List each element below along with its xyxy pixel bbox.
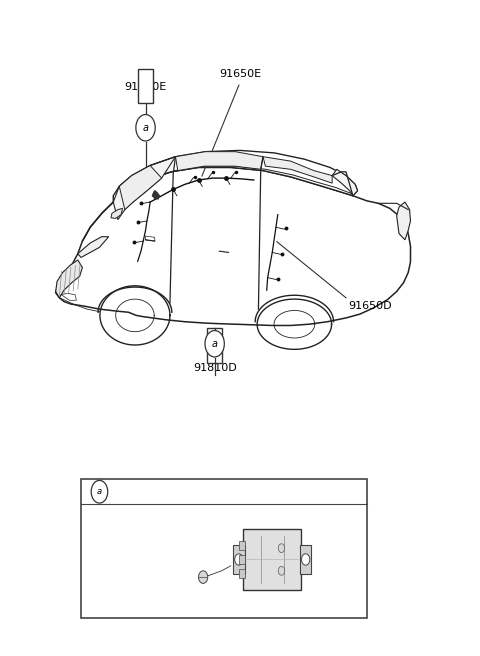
Polygon shape xyxy=(153,191,159,199)
Circle shape xyxy=(278,566,285,575)
FancyBboxPatch shape xyxy=(243,529,301,590)
Polygon shape xyxy=(78,237,108,257)
Text: a: a xyxy=(143,123,148,133)
Circle shape xyxy=(278,544,285,552)
Text: 91810E: 91810E xyxy=(124,82,167,92)
FancyBboxPatch shape xyxy=(239,555,245,564)
Polygon shape xyxy=(119,165,162,210)
Text: 96301A: 96301A xyxy=(108,553,146,563)
FancyBboxPatch shape xyxy=(233,545,245,573)
Polygon shape xyxy=(113,157,176,220)
Text: 91650E: 91650E xyxy=(219,70,261,79)
Text: a: a xyxy=(212,338,217,349)
Polygon shape xyxy=(113,150,358,202)
Text: 91650D: 91650D xyxy=(348,301,392,311)
Polygon shape xyxy=(332,169,358,195)
Polygon shape xyxy=(56,167,410,325)
FancyBboxPatch shape xyxy=(138,68,153,103)
Text: 91216: 91216 xyxy=(219,534,258,544)
Circle shape xyxy=(199,571,208,583)
Polygon shape xyxy=(111,209,122,218)
FancyBboxPatch shape xyxy=(239,541,245,550)
Circle shape xyxy=(205,331,224,357)
FancyBboxPatch shape xyxy=(239,569,245,578)
Polygon shape xyxy=(396,202,410,240)
Circle shape xyxy=(91,480,108,503)
FancyBboxPatch shape xyxy=(207,328,222,363)
Text: a: a xyxy=(97,487,102,496)
FancyBboxPatch shape xyxy=(300,545,312,573)
Polygon shape xyxy=(176,152,263,171)
Circle shape xyxy=(301,554,310,565)
FancyBboxPatch shape xyxy=(81,479,367,618)
Circle shape xyxy=(136,115,155,141)
Circle shape xyxy=(235,554,243,565)
Text: 91810D: 91810D xyxy=(193,363,237,373)
Polygon shape xyxy=(56,260,83,298)
Polygon shape xyxy=(263,157,332,183)
